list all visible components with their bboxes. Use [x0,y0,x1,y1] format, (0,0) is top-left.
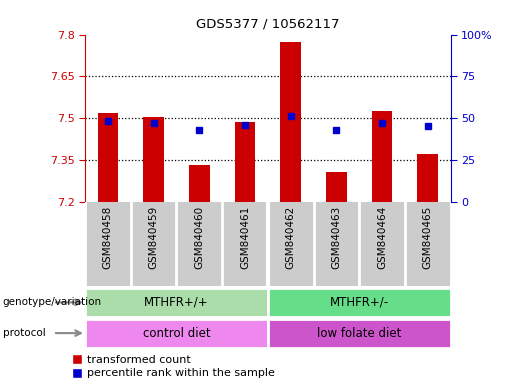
Bar [85,288,268,317]
Text: protocol: protocol [3,328,45,338]
Text: GSM840465: GSM840465 [423,206,433,269]
Text: GSM840459: GSM840459 [148,206,159,269]
Text: control diet: control diet [143,327,210,339]
Title: GDS5377 / 10562117: GDS5377 / 10562117 [196,18,339,31]
Text: GSM840458: GSM840458 [103,206,113,269]
Bar [372,111,392,202]
Legend: transformed count, percentile rank within the sample: transformed count, percentile rank withi… [73,355,275,379]
Bar [85,319,268,348]
Bar [189,166,210,202]
Text: GSM840461: GSM840461 [240,206,250,269]
Bar [268,288,451,317]
Bar [280,41,301,202]
Text: MTHFR+/-: MTHFR+/- [330,296,389,309]
Text: GSM840460: GSM840460 [194,206,204,269]
Bar [268,319,451,348]
Bar [143,117,164,202]
Text: GSM840464: GSM840464 [377,206,387,269]
Bar [97,113,118,202]
Text: low folate diet: low folate diet [317,327,401,339]
Bar [418,154,438,202]
Bar [235,122,255,202]
Text: genotype/variation: genotype/variation [3,297,101,308]
Text: GSM840463: GSM840463 [331,206,341,269]
Text: MTHFR+/+: MTHFR+/+ [144,296,209,309]
Bar [326,172,347,202]
Text: GSM840462: GSM840462 [286,206,296,269]
